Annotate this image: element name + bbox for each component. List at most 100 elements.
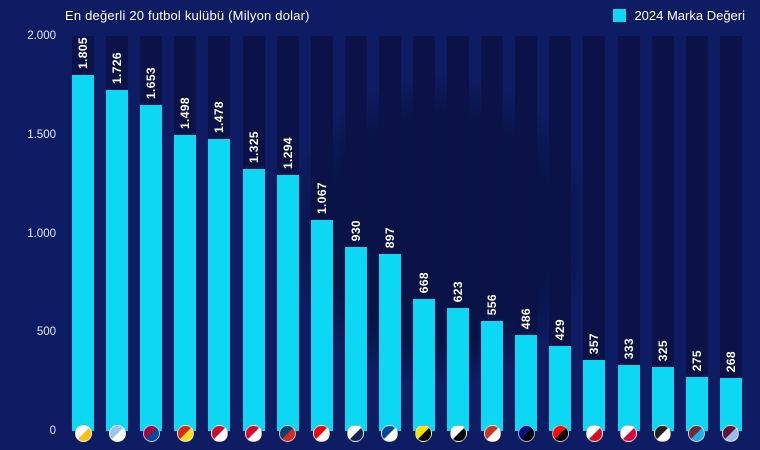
bar-value-label: 1.805 (76, 36, 91, 69)
club-logo-liverpool-icon (210, 424, 228, 442)
bar-slot-atletico-madrid: 556 (475, 36, 509, 431)
club-logo-arsenal-icon (313, 424, 331, 442)
bar-slot-borussia-dortmund: 668 (407, 36, 441, 431)
club-logo-barcelona-icon (142, 424, 160, 442)
bar-track (515, 36, 538, 431)
bar-rb-leipzig (617, 365, 640, 431)
club-logo-borussia-dortmund-icon (415, 424, 433, 442)
club-logo-bayern-munih-icon (245, 424, 263, 442)
bar-track (719, 36, 742, 431)
bar-slot-sevilla: 357 (577, 36, 611, 431)
bar-value-label: 1.478 (212, 100, 227, 133)
legend: 2024 Marka Değeri (613, 8, 745, 23)
bar-slot-inter: 486 (509, 36, 543, 431)
bar-value-label: 429 (553, 318, 568, 340)
logo-slot (168, 423, 202, 443)
club-logo-atletico-madrid-icon (483, 424, 501, 442)
bar-value-label: 897 (382, 226, 397, 248)
chart-title: En değerli 20 futbol kulübü (Milyon dola… (65, 8, 310, 23)
bar-juventus (447, 308, 470, 431)
y-tick-label: 1.500 (27, 128, 56, 141)
y-tick-label: 1.000 (27, 227, 56, 240)
bar-newcastle-united (651, 367, 674, 431)
logo-slot (271, 423, 305, 443)
bar-value-label: 668 (416, 271, 431, 293)
bar-value-label: 1.325 (246, 130, 261, 163)
bar-slot-aston-villa: 268 (714, 36, 748, 431)
bar-borussia-dortmund (412, 299, 435, 431)
bar-slot-paris-saint-germain: 1.294 (271, 36, 305, 431)
bar-value-label: 930 (348, 219, 363, 241)
bar-slot-newcastle-united: 325 (646, 36, 680, 431)
plot-area: 1.805 1.726 1.653 1.498 1.478 1.325 1.294 1.067… (66, 36, 748, 431)
bar-tottenham-hotspur (344, 247, 367, 431)
bar-value-label: 1.067 (314, 181, 329, 214)
logo-slot (441, 423, 475, 443)
bar-value-label: 556 (485, 293, 500, 315)
logo-slot (407, 423, 441, 443)
y-axis: 0 500 1.000 1.500 2.000 (0, 30, 56, 437)
club-logo-juventus-icon (449, 424, 467, 442)
bar-sevilla (583, 360, 606, 431)
bar-manchester-city (106, 90, 129, 431)
bar-slot-liverpool: 1.478 (202, 36, 236, 431)
logo-slot (373, 423, 407, 443)
y-tick-label: 0 (49, 425, 56, 437)
bar-slot-manchester-city: 1.726 (100, 36, 134, 431)
bar-value-label: 333 (621, 337, 636, 359)
logo-slot (134, 423, 168, 443)
bar-manchester-united (174, 135, 197, 431)
club-logo-chelsea-icon (381, 424, 399, 442)
club-logo-aston-villa-icon (722, 424, 740, 442)
bar-inter (515, 335, 538, 431)
logo-slot (543, 423, 577, 443)
club-logos-row (66, 423, 748, 443)
y-tick-label: 2.000 (27, 30, 56, 42)
logo-slot (66, 423, 100, 443)
bar-slot-rb-leipzig: 333 (612, 36, 646, 431)
club-logo-milan-icon (551, 424, 569, 442)
club-logo-real-madrid-icon (74, 424, 92, 442)
bar-barcelona (140, 105, 163, 431)
legend-label: 2024 Marka Değeri (634, 8, 745, 23)
club-logo-sevilla-icon (585, 424, 603, 442)
bar-slot-barcelona: 1.653 (134, 36, 168, 431)
bar-track (583, 36, 606, 431)
club-logo-inter-icon (517, 424, 535, 442)
bar-aston-villa (719, 378, 742, 431)
club-logo-paris-saint-germain-icon (279, 424, 297, 442)
bar-slot-tottenham-hotspur: 930 (339, 36, 373, 431)
club-logo-newcastle-united-icon (654, 424, 672, 442)
bar-slot-real-madrid: 1.805 (66, 36, 100, 431)
bar-slot-west-ham-united: 275 (680, 36, 714, 431)
legend-swatch-icon (613, 9, 627, 22)
bar-milan (549, 346, 572, 431)
club-logo-rb-leipzig-icon (620, 424, 638, 442)
bar-value-label: 1.498 (178, 96, 193, 129)
logo-slot (612, 423, 646, 443)
bar-liverpool (208, 139, 231, 431)
bar-slot-manchester-united: 1.498 (168, 36, 202, 431)
logo-slot (100, 423, 134, 443)
logo-slot (714, 423, 748, 443)
bar-value-label: 268 (723, 350, 738, 372)
logo-slot (475, 423, 509, 443)
logo-slot (236, 423, 270, 443)
logo-slot (305, 423, 339, 443)
bar-atletico-madrid (481, 321, 504, 431)
bar-arsenal (310, 220, 333, 431)
bar-west-ham-united (685, 377, 708, 431)
bar-slot-juventus: 623 (441, 36, 475, 431)
club-logo-manchester-united-icon (176, 424, 194, 442)
bar-track (651, 36, 674, 431)
logo-slot (577, 423, 611, 443)
bar-value-label: 1.294 (280, 136, 295, 169)
bar-slot-chelsea: 897 (373, 36, 407, 431)
bar-slot-arsenal: 1.067 (305, 36, 339, 431)
bar-slot-milan: 429 (543, 36, 577, 431)
bar-value-label: 275 (689, 349, 704, 371)
bar-track (685, 36, 708, 431)
bar-real-madrid (72, 75, 95, 431)
logo-slot (509, 423, 543, 443)
